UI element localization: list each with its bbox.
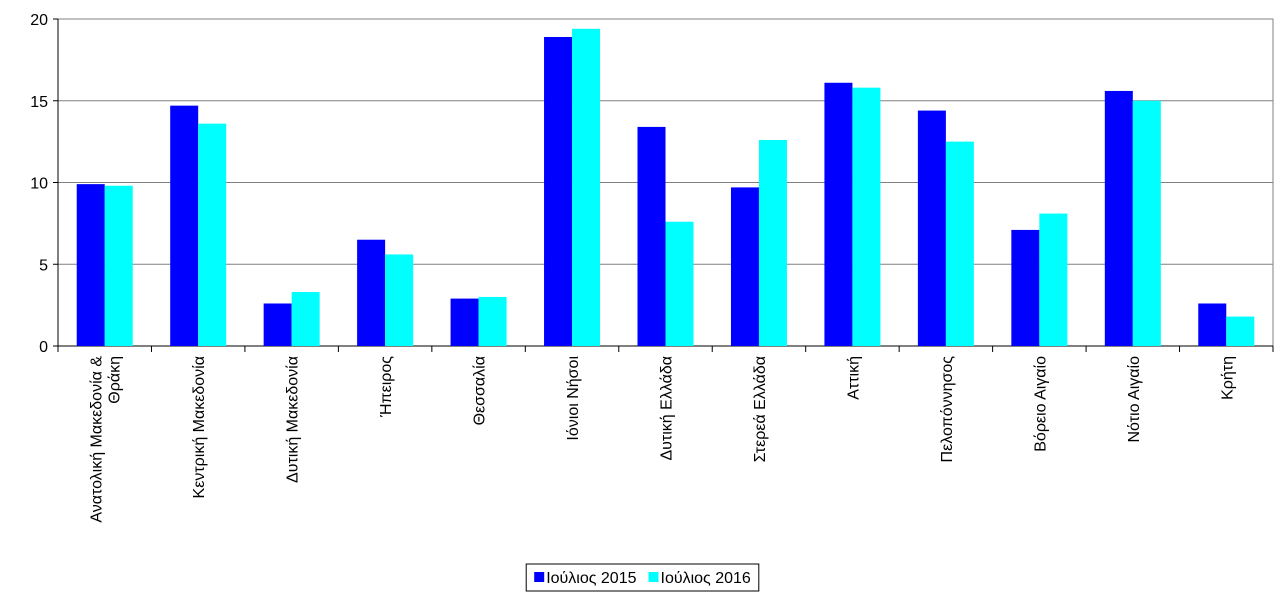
legend-label: Ιούλιος 2016 — [661, 570, 751, 587]
bar — [104, 185, 133, 346]
x-tick-label: Στερεά Ελλάδα — [752, 356, 769, 462]
legend-item: Ιούλιος 2015 — [534, 570, 637, 587]
bar — [76, 184, 105, 346]
bar — [945, 141, 974, 346]
label-line: Θράκη — [107, 356, 124, 404]
legend-box — [525, 563, 760, 592]
label-line: Θεσσαλία — [472, 356, 489, 425]
label-line: Ήπειρος — [378, 356, 395, 418]
x-tick-label: Αττική — [845, 356, 862, 400]
label-line: Δυτική Μακεδονία — [285, 356, 302, 483]
y-tick-label: 0 — [39, 339, 48, 356]
label-line: Ιόνιοι Νήσοι — [565, 356, 582, 441]
y-tick-label: 15 — [30, 94, 48, 111]
bar — [450, 298, 479, 346]
bar — [1226, 316, 1255, 346]
bar — [572, 28, 601, 347]
label-line: Νότιο Αιγαίο — [1126, 356, 1143, 443]
label-line: Στερεά Ελλάδα — [752, 356, 769, 462]
bar — [170, 105, 199, 346]
x-tick-label: Δυτική Ελλάδα — [659, 356, 676, 461]
legend-label: Ιούλιος 2015 — [546, 570, 636, 587]
bar — [917, 110, 946, 346]
bar — [263, 303, 292, 346]
label-line: Δυτική Ελλάδα — [659, 356, 676, 461]
bar — [1011, 229, 1040, 346]
legend: Ιούλιος 2015 Ιούλιος 2016 — [525, 563, 760, 592]
label-line: Ανατολική Μακεδονία & — [89, 356, 106, 523]
bar — [544, 36, 573, 347]
legend-item: Ιούλιος 2016 — [648, 570, 751, 587]
legend-swatch — [648, 572, 659, 582]
x-tick-label: Ιόνιοι Νήσοι — [565, 356, 582, 441]
bar — [478, 296, 507, 346]
bar — [1198, 303, 1227, 346]
label-line: Πελοπόννησος — [939, 356, 956, 463]
label-line: Βόρειο Αιγαίο — [1032, 356, 1049, 452]
bar — [1132, 100, 1161, 346]
bar — [385, 254, 414, 346]
x-tick-label: Θεσσαλία — [472, 356, 489, 425]
label-line: Κεντρική Μακεδονία — [191, 356, 208, 498]
x-tick-label: Κρήτη — [1219, 356, 1236, 400]
bar — [852, 87, 881, 347]
bar — [665, 221, 694, 346]
x-tick-label: Κεντρική Μακεδονία — [191, 356, 208, 498]
bar — [758, 139, 787, 346]
label-line: Αττική — [845, 356, 862, 400]
x-tick-label: Πελοπόννησος — [939, 356, 956, 463]
bar — [730, 187, 759, 346]
x-tick-label: Νότιο Αιγαίο — [1126, 356, 1143, 443]
y-tick-label: 20 — [30, 12, 48, 29]
x-tick-label: Ανατολική Μακεδονία &Θράκη — [89, 356, 124, 523]
bar — [824, 82, 853, 346]
y-tick-label: 10 — [30, 176, 48, 193]
x-tick-label: Βόρειο Αιγαίο — [1032, 356, 1049, 452]
bar — [1039, 213, 1068, 346]
bar — [357, 239, 386, 346]
x-tick-label: Ήπειρος — [378, 356, 395, 418]
label-line: Κρήτη — [1219, 356, 1236, 400]
bar — [637, 126, 666, 346]
bar — [1104, 90, 1133, 346]
legend-swatch — [534, 572, 545, 582]
y-tick-label: 5 — [39, 257, 48, 274]
bar — [291, 292, 320, 346]
bar — [198, 123, 227, 346]
x-tick-label: Δυτική Μακεδονία — [285, 356, 302, 483]
